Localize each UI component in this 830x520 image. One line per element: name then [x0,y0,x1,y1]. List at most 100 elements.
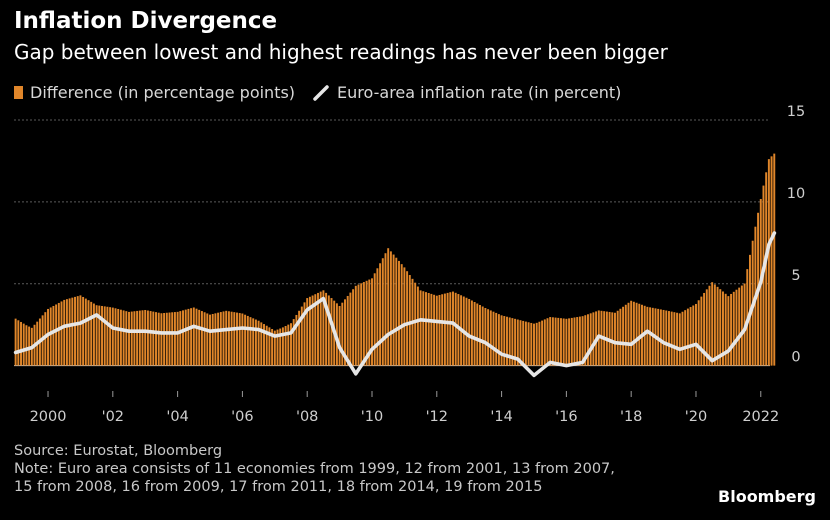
difference-bar [522,320,525,366]
bloomberg-logo: Bloomberg [718,487,816,506]
difference-bar [619,308,622,366]
difference-bar [163,312,166,366]
difference-bar [492,311,495,366]
difference-bar [260,322,263,366]
difference-bar [689,307,692,366]
difference-bar [427,292,430,366]
difference-bar [344,299,346,366]
x-tick-label: 2022 [742,409,779,425]
difference-bar [136,310,139,366]
difference-bar [738,287,741,366]
difference-bar [84,298,87,366]
difference-bar [724,293,727,366]
difference-bar [584,315,587,366]
difference-bar [252,318,255,366]
difference-bar [230,311,233,366]
difference-bar [241,313,244,366]
difference-bar [182,310,184,366]
difference-bar [676,312,679,366]
difference-bar [611,312,614,366]
difference-bar [354,285,357,366]
difference-bar [400,264,403,366]
difference-bar [665,310,668,366]
difference-bar [392,254,395,366]
difference-bar [254,319,257,366]
difference-bar [438,294,441,366]
chart-title: Inflation Divergence [14,8,278,34]
difference-bar [624,304,627,366]
difference-bar [722,291,724,366]
difference-bar [92,303,95,366]
difference-bar [516,319,519,366]
difference-bar [765,172,768,366]
difference-bar [273,330,276,366]
difference-bar [265,325,268,366]
difference-bar [554,317,557,366]
difference-bar [454,292,457,366]
difference-bar [457,294,460,366]
difference-bar [630,300,633,366]
difference-bar [111,307,114,366]
difference-bar [47,308,49,366]
difference-bar [527,322,530,366]
difference-bar [82,296,85,366]
difference-bar [570,317,573,366]
difference-bar [311,295,314,366]
y-tick-label: 15 [787,104,805,120]
difference-bar [133,311,136,366]
difference-bar [160,313,163,366]
difference-bar [662,309,665,366]
difference-bar [117,308,120,366]
difference-bar [581,316,584,366]
difference-bar [452,291,454,366]
difference-bar [422,291,425,366]
x-tick-label: '02 [102,409,124,425]
difference-bar [249,317,252,366]
difference-bar [352,289,355,366]
difference-bar [425,292,427,366]
x-tick-label: '06 [231,409,253,425]
difference-bar [695,303,697,366]
difference-bar [506,316,508,366]
difference-bar [25,325,28,366]
difference-bar [673,312,676,366]
difference-bar [568,318,571,366]
difference-bar [276,329,279,366]
difference-bar [157,312,160,366]
difference-bar [638,303,641,366]
difference-bar [473,301,476,366]
x-tick-label: '16 [555,409,577,425]
x-tick-label: 2000 [30,409,67,425]
x-tick-label: '04 [166,409,188,425]
difference-bar [222,311,225,366]
difference-bar [101,305,103,366]
difference-bar [735,289,738,366]
difference-bar [233,312,236,366]
difference-bar [346,295,349,366]
difference-bar [325,292,328,366]
difference-bar [530,322,533,366]
difference-bar [300,306,303,366]
difference-bar [87,300,90,366]
difference-bar [98,305,101,366]
difference-bar [146,310,149,366]
difference-bar [616,310,619,366]
difference-bar [349,292,352,366]
difference-bar [557,317,560,366]
difference-bar [495,312,498,366]
difference-bar [503,316,506,366]
difference-bar [238,313,241,366]
difference-bar [227,311,230,366]
difference-bar [317,292,319,366]
difference-bar [74,296,76,366]
difference-bar [649,307,652,366]
difference-bar [551,317,554,366]
difference-bar [52,305,55,366]
difference-bar [622,306,625,366]
difference-bar [360,283,363,366]
difference-bar [60,301,63,366]
difference-bar [470,300,473,366]
x-tick-label: '14 [490,409,512,425]
y-tick-label: 5 [791,268,800,284]
legend-line-label: Euro-area inflation rate (in percent) [337,83,622,102]
